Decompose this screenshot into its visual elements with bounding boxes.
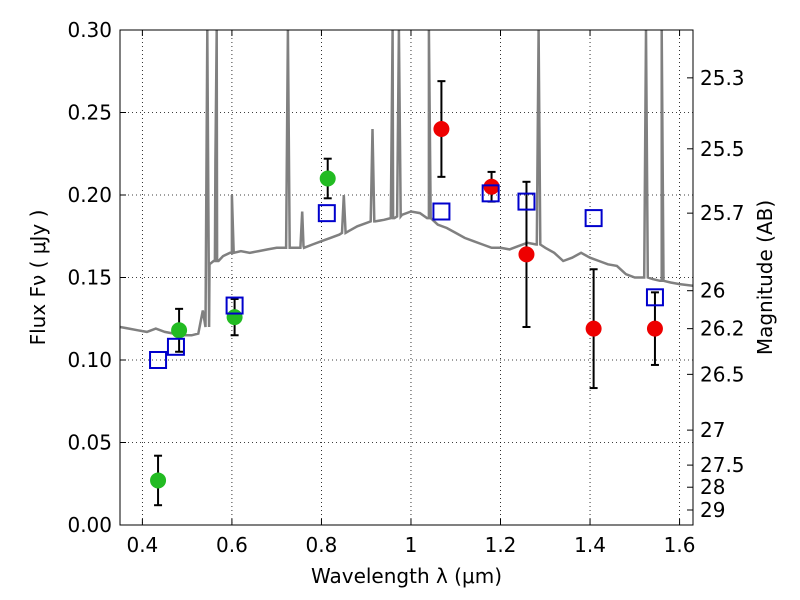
y-tick-label: 0.30 [67,18,112,42]
green-point [171,322,188,339]
square-marker [517,192,536,211]
y-right-tick-label: 26.5 [700,362,745,386]
square-marker [225,296,244,315]
green-point [226,309,243,326]
grid-lines [120,29,693,526]
square-marker [645,288,664,307]
data-marks [149,80,664,507]
red-point [433,121,450,137]
x-tick-label: 1.4 [574,533,606,557]
model-spectrum-line [120,30,693,337]
x-tick-label: 0.8 [306,533,338,557]
axis-ticks: 0.4 0.6 0.8 1 1.2 1.4 1.6 0.00 0.05 0.10 0.15 0.20 0… [67,18,744,557]
square-marker [149,351,168,369]
x-tick-label: 1.6 [664,533,696,557]
y-right-tick-label: 27 [700,418,725,442]
y-right-tick-label: 27.5 [700,453,745,477]
y-axis-right-label: Magnitude (AB) [753,200,777,355]
square-marker [432,202,451,221]
y-tick-label: 0.15 [67,266,112,290]
y-tick-label: 0.10 [67,348,112,372]
y-tick-label: 0.20 [67,183,112,207]
square-marker [481,184,500,203]
green-point [319,170,336,187]
model-spectrum [120,30,693,337]
red-point [646,320,663,337]
x-tick-label: 1.2 [485,533,517,557]
red-point [518,246,535,263]
y-right-tick-label: 25.5 [700,137,745,161]
square-marker [166,337,185,356]
x-tick-label: 0.4 [126,533,158,557]
y-tick-label: 0.00 [67,513,112,537]
red-point [483,178,500,195]
y-tick-label: 0.25 [67,101,112,125]
square-marker [317,204,336,223]
y-right-tick-label: 29 [700,498,725,522]
y-right-tick-label: 28 [700,475,725,499]
y-right-tick-label: 25.7 [700,201,745,225]
x-tick-label: 0.6 [216,533,248,557]
red-point [585,320,602,337]
y-axis-label: Flux Fν ( μJy ) [26,210,50,346]
y-right-tick-label: 26 [700,279,725,303]
y-right-tick-label: 25.3 [700,66,745,90]
y-tick-label: 0.05 [67,431,112,455]
x-axis-label: Wavelength λ (μm) [311,564,502,588]
green-point [150,472,167,489]
square-marker [584,209,603,228]
x-tick-label: 1 [405,533,418,557]
y-right-tick-label: 26.2 [700,317,745,341]
